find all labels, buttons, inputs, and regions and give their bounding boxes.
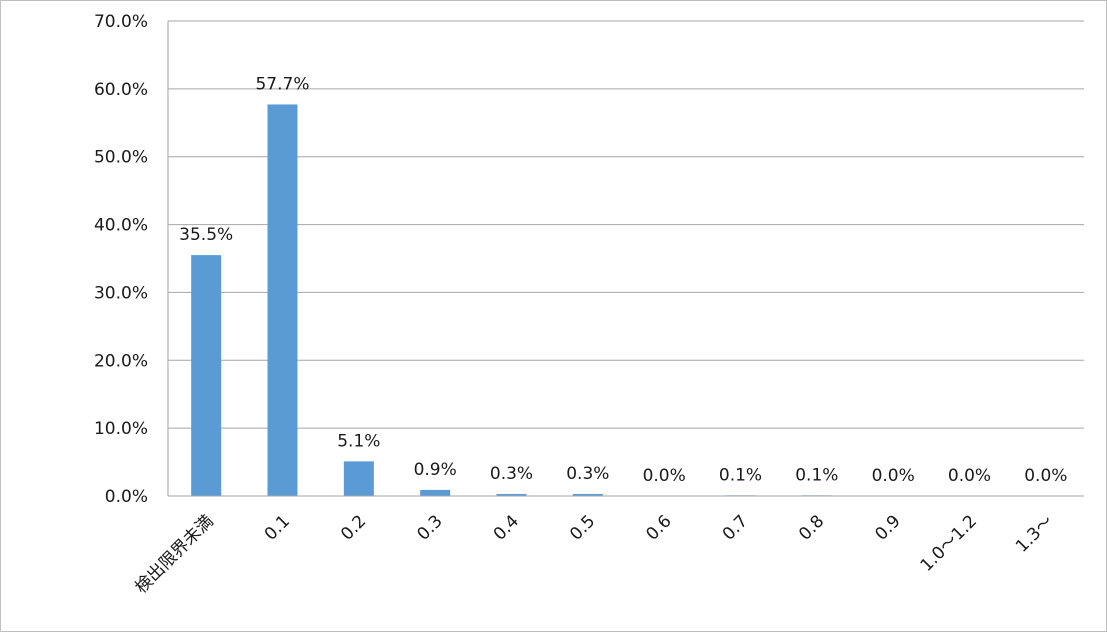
x-axis-tick-labels: 検出限界未満 0.1 0.2 0.3 0.4 0.5 0.6 0.7 0.8 0.9 1.0～1.2… <box>131 511 1057 597</box>
x-tick-label: 0.6 <box>642 511 675 544</box>
x-tick-label: 1.3～ <box>1012 511 1057 556</box>
y-tick-label: 60.0% <box>94 80 148 100</box>
bar <box>343 461 374 496</box>
x-tick-label: 0.4 <box>490 511 523 544</box>
y-tick-label: 0.0% <box>105 487 148 507</box>
data-label: 0.1% <box>719 465 762 485</box>
y-tick-label: 70.0% <box>94 12 148 32</box>
data-label: 35.5% <box>179 225 233 245</box>
y-tick-label: 10.0% <box>94 419 148 439</box>
x-tick-label: 0.9 <box>871 511 904 544</box>
y-axis-tick-labels: 0.0% 10.0% 20.0% 30.0% 40.0% 50.0% 60.0% 70.0% <box>94 12 148 507</box>
y-tick-label: 20.0% <box>94 351 148 371</box>
bar <box>191 255 222 496</box>
x-tick-label: 1.0～1.2 <box>917 511 981 575</box>
bars <box>191 104 832 496</box>
x-tick-label: 0.5 <box>566 511 599 544</box>
x-tick-label: 0.3 <box>413 511 446 544</box>
bar <box>267 104 298 496</box>
gridlines <box>167 20 1084 496</box>
y-tick-label: 40.0% <box>94 216 148 236</box>
data-label: 0.0% <box>948 466 991 486</box>
data-label: 0.0% <box>1024 466 1067 486</box>
y-tick-label: 30.0% <box>94 283 148 303</box>
bar <box>496 493 527 496</box>
data-label: 0.9% <box>414 460 457 480</box>
data-label: 0.0% <box>872 466 915 486</box>
data-label: 0.0% <box>643 466 686 486</box>
y-tick-label: 50.0% <box>94 148 148 168</box>
data-labels: 35.5% 57.7% 5.1% 0.9% 0.3% 0.3% 0.0% 0.1% 0.1% 0.… <box>179 74 1067 486</box>
bar <box>572 493 603 496</box>
x-tick-label: 0.8 <box>795 511 828 544</box>
data-label: 57.7% <box>255 74 309 94</box>
x-tick-label: 0.7 <box>719 511 752 544</box>
bar <box>420 489 451 496</box>
data-label: 0.3% <box>566 464 609 484</box>
x-tick-label: 0.1 <box>261 511 294 544</box>
data-label: 5.1% <box>337 431 380 451</box>
x-tick-label: 検出限界未満 <box>131 511 217 597</box>
x-tick-label: 0.2 <box>337 511 370 544</box>
data-label: 0.3% <box>490 464 533 484</box>
data-label: 0.1% <box>795 465 838 485</box>
